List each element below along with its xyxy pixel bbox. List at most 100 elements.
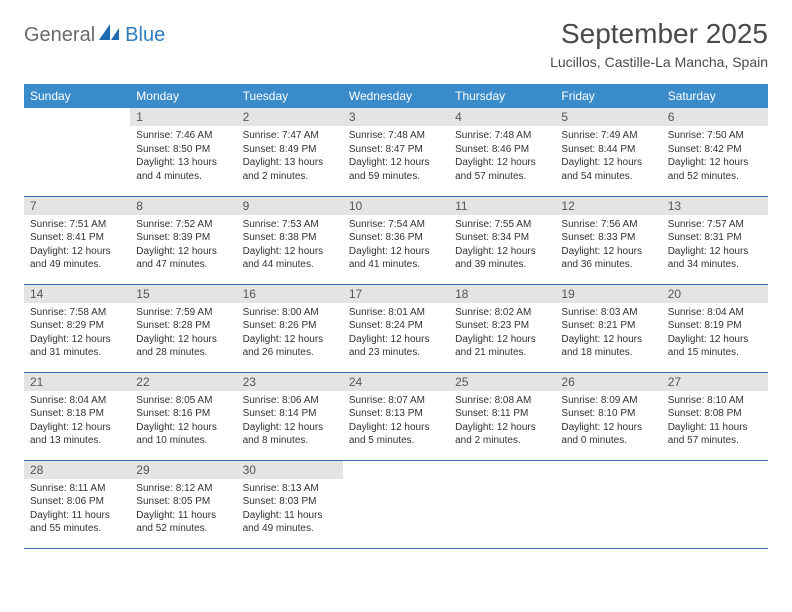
calendar-day-cell: 29Sunrise: 8:12 AMSunset: 8:05 PMDayligh…: [130, 460, 236, 548]
calendar-empty-cell: [555, 460, 661, 548]
calendar-day-cell: 6Sunrise: 7:50 AMSunset: 8:42 PMDaylight…: [662, 108, 768, 196]
calendar-day-cell: 14Sunrise: 7:58 AMSunset: 8:29 PMDayligh…: [24, 284, 130, 372]
logo-text-blue: Blue: [125, 24, 165, 47]
calendar-day-cell: 10Sunrise: 7:54 AMSunset: 8:36 PMDayligh…: [343, 196, 449, 284]
calendar-empty-cell: [662, 460, 768, 548]
calendar-table: SundayMondayTuesdayWednesdayThursdayFrid…: [24, 84, 768, 549]
day-details: Sunrise: 8:05 AMSunset: 8:16 PMDaylight:…: [130, 391, 236, 452]
calendar-week-row: 21Sunrise: 8:04 AMSunset: 8:18 PMDayligh…: [24, 372, 768, 460]
day-number: 2: [237, 108, 343, 126]
day-details: Sunrise: 8:08 AMSunset: 8:11 PMDaylight:…: [449, 391, 555, 452]
calendar-day-cell: 21Sunrise: 8:04 AMSunset: 8:18 PMDayligh…: [24, 372, 130, 460]
day-number: 8: [130, 197, 236, 215]
day-number: 7: [24, 197, 130, 215]
day-details: Sunrise: 8:04 AMSunset: 8:19 PMDaylight:…: [662, 303, 768, 364]
day-details: Sunrise: 7:50 AMSunset: 8:42 PMDaylight:…: [662, 126, 768, 187]
weekday-header: Monday: [130, 84, 236, 108]
day-number: 11: [449, 197, 555, 215]
day-details: Sunrise: 8:03 AMSunset: 8:21 PMDaylight:…: [555, 303, 661, 364]
day-details: Sunrise: 7:46 AMSunset: 8:50 PMDaylight:…: [130, 126, 236, 187]
calendar-empty-cell: [449, 460, 555, 548]
day-details: Sunrise: 7:55 AMSunset: 8:34 PMDaylight:…: [449, 215, 555, 276]
month-title: September 2025: [550, 18, 768, 50]
calendar-week-row: 1Sunrise: 7:46 AMSunset: 8:50 PMDaylight…: [24, 108, 768, 196]
day-number: 15: [130, 285, 236, 303]
calendar-day-cell: 17Sunrise: 8:01 AMSunset: 8:24 PMDayligh…: [343, 284, 449, 372]
day-number: 12: [555, 197, 661, 215]
day-details: Sunrise: 8:09 AMSunset: 8:10 PMDaylight:…: [555, 391, 661, 452]
calendar-day-cell: 23Sunrise: 8:06 AMSunset: 8:14 PMDayligh…: [237, 372, 343, 460]
weekday-header: Thursday: [449, 84, 555, 108]
day-number: 18: [449, 285, 555, 303]
day-details: Sunrise: 7:59 AMSunset: 8:28 PMDaylight:…: [130, 303, 236, 364]
day-details: Sunrise: 7:54 AMSunset: 8:36 PMDaylight:…: [343, 215, 449, 276]
day-number: 17: [343, 285, 449, 303]
day-number: 22: [130, 373, 236, 391]
day-details: Sunrise: 8:06 AMSunset: 8:14 PMDaylight:…: [237, 391, 343, 452]
calendar-day-cell: 19Sunrise: 8:03 AMSunset: 8:21 PMDayligh…: [555, 284, 661, 372]
calendar-day-cell: 4Sunrise: 7:48 AMSunset: 8:46 PMDaylight…: [449, 108, 555, 196]
day-number: 20: [662, 285, 768, 303]
day-number: 25: [449, 373, 555, 391]
calendar-day-cell: 16Sunrise: 8:00 AMSunset: 8:26 PMDayligh…: [237, 284, 343, 372]
logo: General Blue: [24, 24, 165, 47]
calendar-week-row: 7Sunrise: 7:51 AMSunset: 8:41 PMDaylight…: [24, 196, 768, 284]
day-details: Sunrise: 7:57 AMSunset: 8:31 PMDaylight:…: [662, 215, 768, 276]
day-number: 28: [24, 461, 130, 479]
day-details: Sunrise: 8:00 AMSunset: 8:26 PMDaylight:…: [237, 303, 343, 364]
day-details: Sunrise: 7:56 AMSunset: 8:33 PMDaylight:…: [555, 215, 661, 276]
calendar-day-cell: 22Sunrise: 8:05 AMSunset: 8:16 PMDayligh…: [130, 372, 236, 460]
day-number: 9: [237, 197, 343, 215]
day-details: Sunrise: 7:47 AMSunset: 8:49 PMDaylight:…: [237, 126, 343, 187]
day-details: Sunrise: 8:07 AMSunset: 8:13 PMDaylight:…: [343, 391, 449, 452]
day-number: 16: [237, 285, 343, 303]
day-number: 21: [24, 373, 130, 391]
day-number: 24: [343, 373, 449, 391]
calendar-day-cell: 1Sunrise: 7:46 AMSunset: 8:50 PMDaylight…: [130, 108, 236, 196]
calendar-day-cell: 8Sunrise: 7:52 AMSunset: 8:39 PMDaylight…: [130, 196, 236, 284]
calendar-day-cell: 3Sunrise: 7:48 AMSunset: 8:47 PMDaylight…: [343, 108, 449, 196]
day-details: Sunrise: 7:53 AMSunset: 8:38 PMDaylight:…: [237, 215, 343, 276]
day-number: 5: [555, 108, 661, 126]
calendar-body: 1Sunrise: 7:46 AMSunset: 8:50 PMDaylight…: [24, 108, 768, 548]
day-number: 10: [343, 197, 449, 215]
day-details: Sunrise: 8:10 AMSunset: 8:08 PMDaylight:…: [662, 391, 768, 452]
weekday-header: Saturday: [662, 84, 768, 108]
calendar-empty-cell: [343, 460, 449, 548]
day-details: Sunrise: 8:13 AMSunset: 8:03 PMDaylight:…: [237, 479, 343, 540]
day-number: 4: [449, 108, 555, 126]
weekday-header: Friday: [555, 84, 661, 108]
calendar-day-cell: 2Sunrise: 7:47 AMSunset: 8:49 PMDaylight…: [237, 108, 343, 196]
day-details: Sunrise: 7:52 AMSunset: 8:39 PMDaylight:…: [130, 215, 236, 276]
logo-text-general: General: [24, 24, 95, 47]
day-number: 13: [662, 197, 768, 215]
title-block: September 2025 Lucillos, Castille-La Man…: [550, 18, 768, 70]
weekday-header: Sunday: [24, 84, 130, 108]
day-details: Sunrise: 8:11 AMSunset: 8:06 PMDaylight:…: [24, 479, 130, 540]
weekday-header: Tuesday: [237, 84, 343, 108]
calendar-day-cell: 24Sunrise: 8:07 AMSunset: 8:13 PMDayligh…: [343, 372, 449, 460]
calendar-week-row: 28Sunrise: 8:11 AMSunset: 8:06 PMDayligh…: [24, 460, 768, 548]
day-number: 23: [237, 373, 343, 391]
calendar-day-cell: 28Sunrise: 8:11 AMSunset: 8:06 PMDayligh…: [24, 460, 130, 548]
calendar-day-cell: 11Sunrise: 7:55 AMSunset: 8:34 PMDayligh…: [449, 196, 555, 284]
calendar-header-row: SundayMondayTuesdayWednesdayThursdayFrid…: [24, 84, 768, 108]
day-number: 1: [130, 108, 236, 126]
calendar-day-cell: 12Sunrise: 7:56 AMSunset: 8:33 PMDayligh…: [555, 196, 661, 284]
day-details: Sunrise: 8:04 AMSunset: 8:18 PMDaylight:…: [24, 391, 130, 452]
calendar-empty-cell: [24, 108, 130, 196]
location-text: Lucillos, Castille-La Mancha, Spain: [550, 54, 768, 70]
calendar-day-cell: 5Sunrise: 7:49 AMSunset: 8:44 PMDaylight…: [555, 108, 661, 196]
day-number: 14: [24, 285, 130, 303]
calendar-day-cell: 7Sunrise: 7:51 AMSunset: 8:41 PMDaylight…: [24, 196, 130, 284]
day-details: Sunrise: 7:48 AMSunset: 8:46 PMDaylight:…: [449, 126, 555, 187]
calendar-day-cell: 15Sunrise: 7:59 AMSunset: 8:28 PMDayligh…: [130, 284, 236, 372]
day-details: Sunrise: 8:12 AMSunset: 8:05 PMDaylight:…: [130, 479, 236, 540]
calendar-day-cell: 20Sunrise: 8:04 AMSunset: 8:19 PMDayligh…: [662, 284, 768, 372]
day-details: Sunrise: 7:49 AMSunset: 8:44 PMDaylight:…: [555, 126, 661, 187]
calendar-day-cell: 25Sunrise: 8:08 AMSunset: 8:11 PMDayligh…: [449, 372, 555, 460]
day-details: Sunrise: 8:02 AMSunset: 8:23 PMDaylight:…: [449, 303, 555, 364]
calendar-week-row: 14Sunrise: 7:58 AMSunset: 8:29 PMDayligh…: [24, 284, 768, 372]
calendar-day-cell: 9Sunrise: 7:53 AMSunset: 8:38 PMDaylight…: [237, 196, 343, 284]
weekday-header: Wednesday: [343, 84, 449, 108]
